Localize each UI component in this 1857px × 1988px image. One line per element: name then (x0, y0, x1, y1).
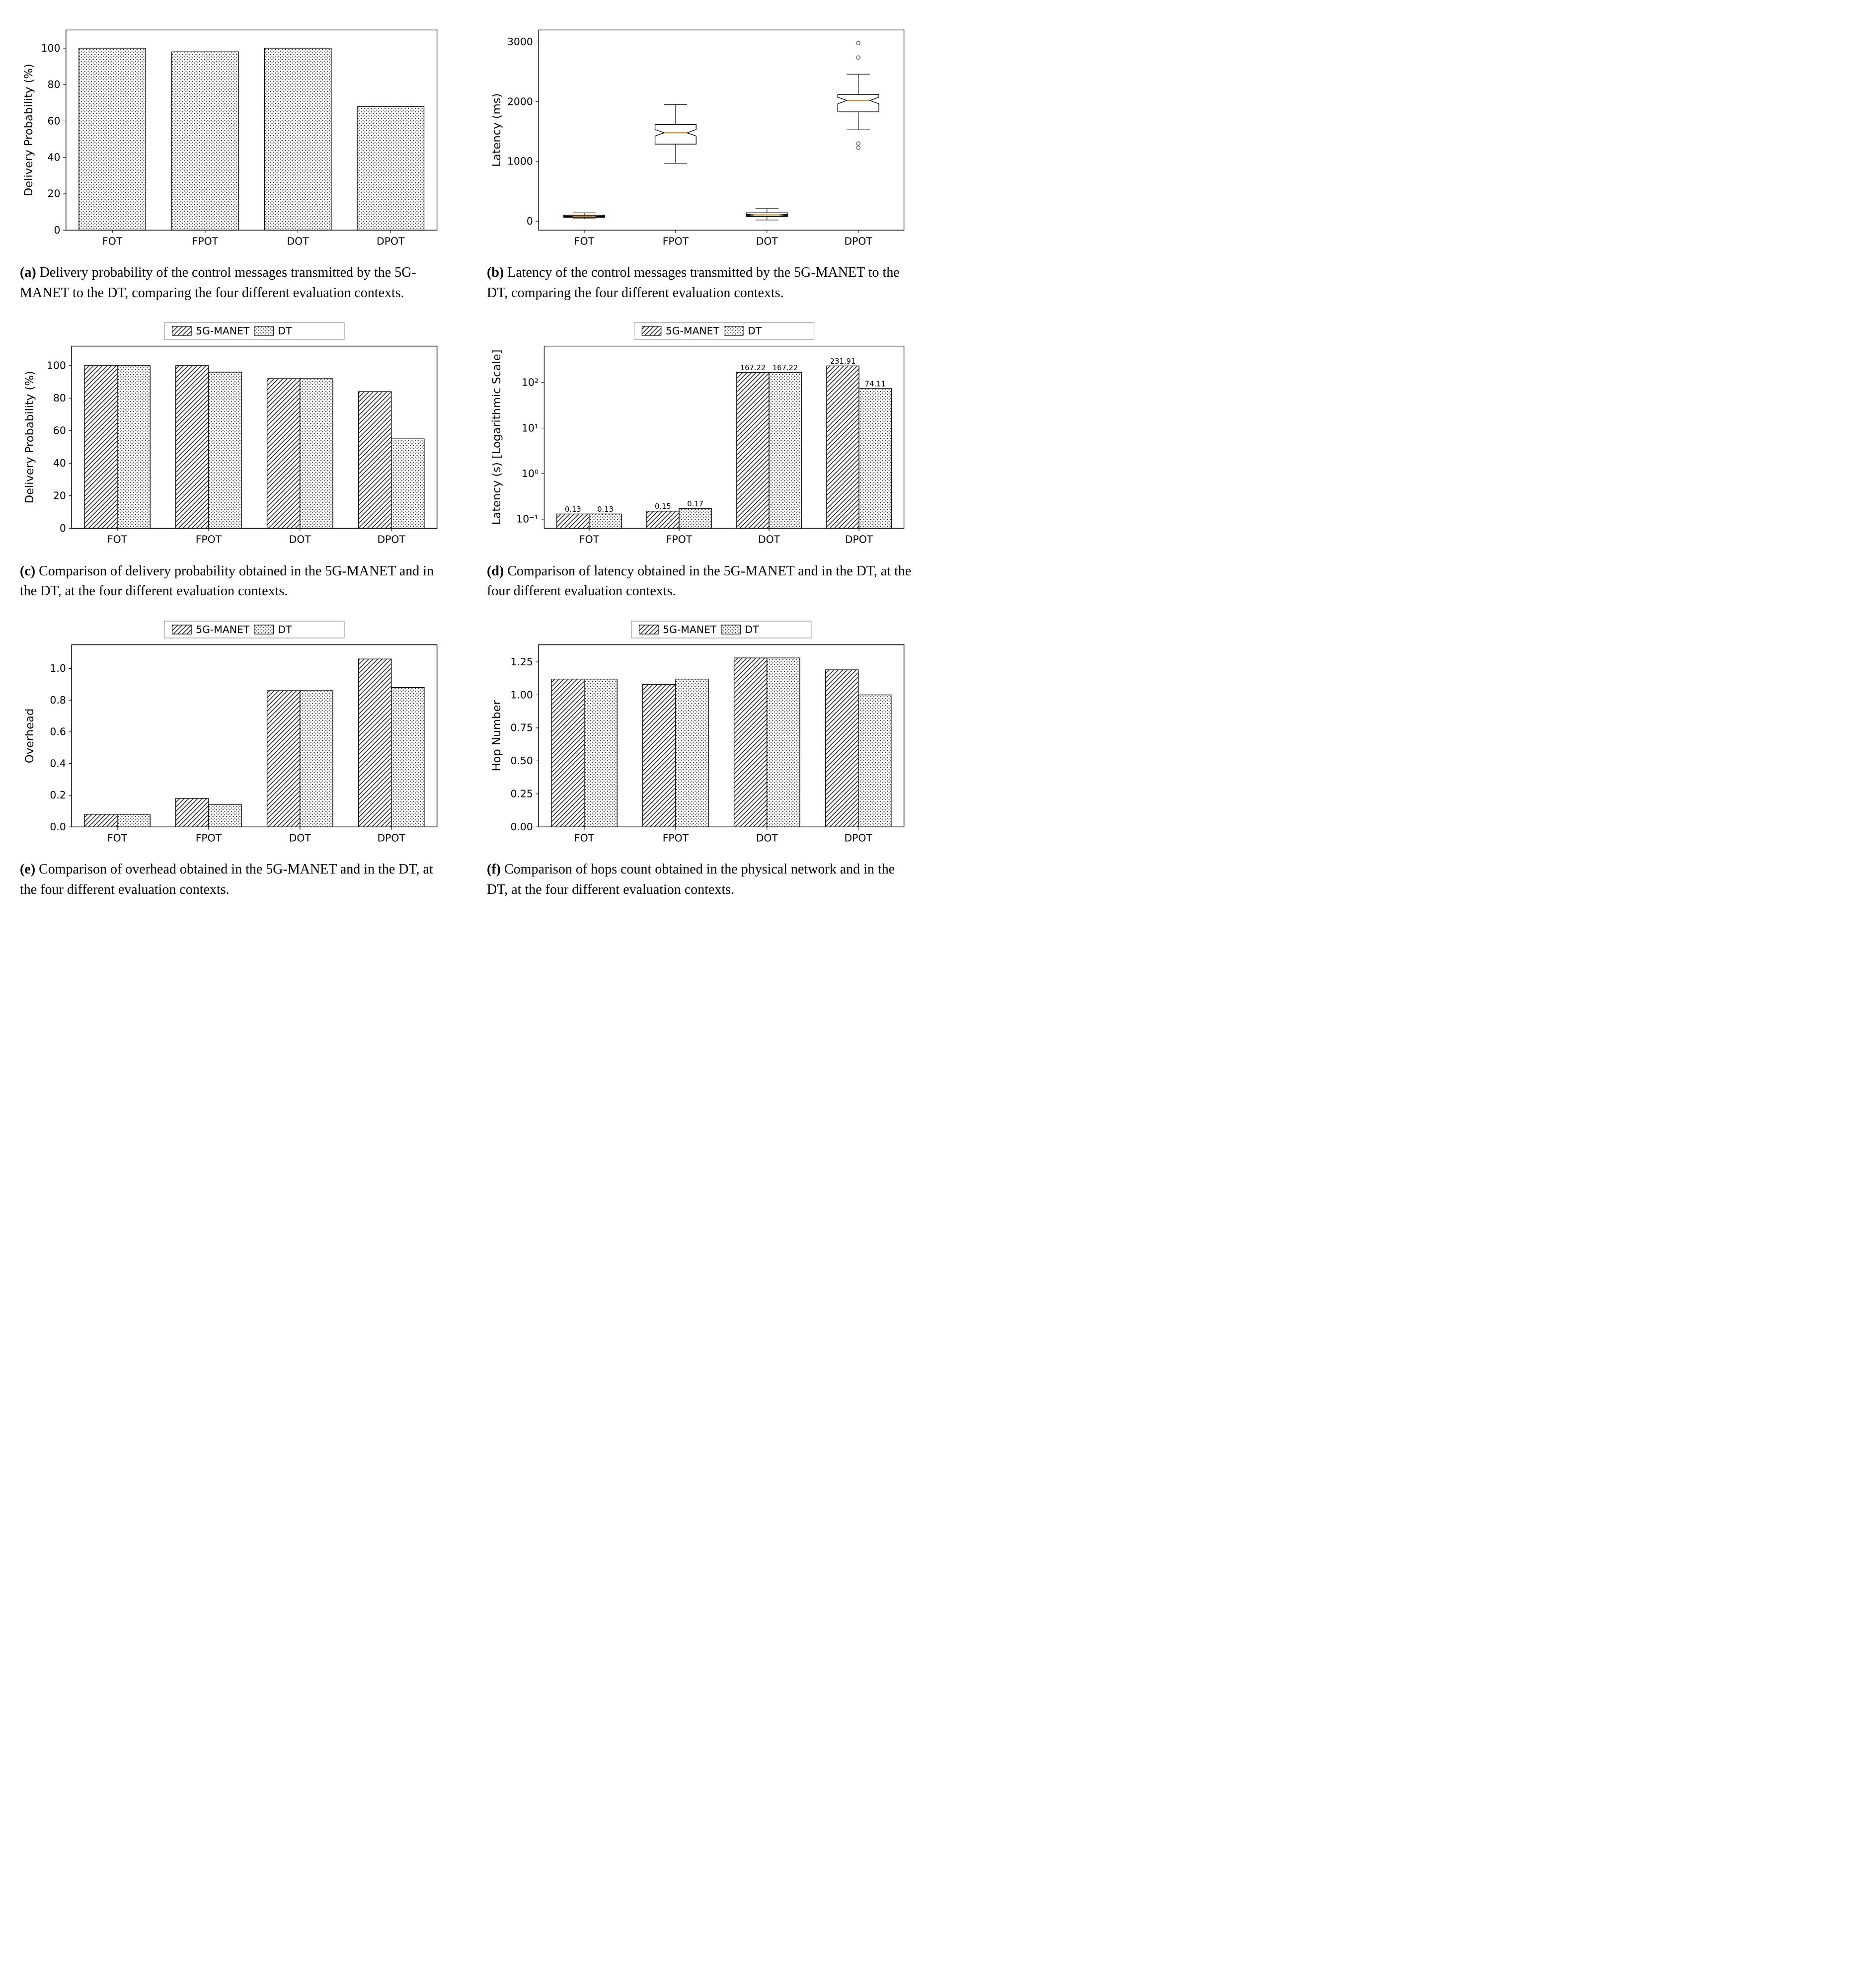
svg-text:Latency (ms): Latency (ms) (490, 93, 503, 167)
chart-e: 0.0 0.2 0.4 0.6 0.8 1.0 Overhead FOT FPOT DOT DPOT… (20, 617, 447, 853)
svg-text:FPOT: FPOT (196, 534, 222, 546)
svg-text:60: 60 (48, 115, 61, 127)
svg-text:DPOT: DPOT (844, 236, 872, 247)
caption-a: (a) Delivery probability of the control … (20, 263, 447, 303)
svg-text:0.13: 0.13 (565, 505, 581, 514)
svg-text:FOT: FOT (574, 832, 595, 844)
panel-b: 0100020003000Latency (ms)FOTFPOTDOTDPOT … (487, 20, 914, 303)
svg-text:5G-MANET: 5G-MANET (666, 325, 720, 337)
svg-text:Delivery Probability (%): Delivery Probability (%) (23, 371, 36, 504)
caption-f: (f) Comparison of hops count obtained in… (487, 860, 914, 900)
svg-text:DPOT: DPOT (377, 832, 405, 844)
svg-text:DPOT: DPOT (845, 534, 873, 546)
svg-text:DT: DT (745, 624, 759, 636)
svg-text:0.6: 0.6 (50, 726, 66, 738)
svg-text:FOT: FOT (107, 534, 128, 546)
caption-c: (c) Comparison of delivery probability o… (20, 561, 447, 602)
svg-text:20: 20 (48, 188, 61, 200)
chart-f: 0.00 0.25 0.50 0.75 1.00 1.25 Hop Number FOT FPO… (487, 617, 914, 853)
svg-text:74.11: 74.11 (865, 380, 886, 389)
svg-text:DT: DT (278, 624, 292, 636)
svg-text:0: 0 (60, 522, 66, 534)
svg-text:5G-MANET: 5G-MANET (196, 325, 250, 337)
svg-text:Latency (s) [Logarithmic Scale: Latency (s) [Logarithmic Scale] (490, 350, 503, 525)
svg-text:167.22: 167.22 (773, 364, 798, 372)
svg-text:Delivery Probability (%): Delivery Probability (%) (22, 64, 35, 196)
svg-text:80: 80 (53, 393, 66, 404)
svg-text:0.2: 0.2 (50, 789, 66, 801)
svg-text:5G-MANET: 5G-MANET (196, 624, 250, 636)
svg-text:Overhead: Overhead (23, 709, 36, 764)
svg-text:DOT: DOT (289, 832, 311, 844)
chart-d: 10⁻¹ 10⁰ 10¹ 10² Latency (s) [Logarithmic Sc… (487, 318, 914, 554)
svg-text:10¹: 10¹ (522, 422, 539, 434)
panel-a: 0 20 40 60 80 100 Delivery Probability (%) FOT F… (20, 20, 447, 303)
svg-text:FPOT: FPOT (192, 236, 219, 247)
svg-text:40: 40 (48, 152, 61, 163)
svg-text:0.25: 0.25 (510, 788, 533, 799)
svg-text:0: 0 (527, 215, 533, 227)
svg-text:0.13: 0.13 (597, 505, 614, 514)
svg-text:231.91: 231.91 (830, 357, 855, 366)
svg-text:100: 100 (41, 42, 61, 54)
svg-text:0.75: 0.75 (510, 722, 533, 734)
svg-text:FPOT: FPOT (196, 832, 222, 844)
svg-text:Hop Number: Hop Number (490, 700, 503, 771)
panel-c: 0 20 40 60 80 100 Delivery Probability (%) FOT F… (20, 318, 447, 601)
svg-text:3000: 3000 (507, 36, 533, 48)
svg-text:1000: 1000 (507, 156, 533, 167)
svg-text:0.0: 0.0 (50, 821, 66, 833)
svg-text:1.25: 1.25 (510, 656, 533, 668)
caption-d: (d) Comparison of latency obtained in th… (487, 561, 914, 602)
svg-text:FPOT: FPOT (663, 236, 689, 247)
svg-text:0.15: 0.15 (655, 503, 671, 511)
svg-text:10⁻¹: 10⁻¹ (516, 513, 539, 525)
svg-text:DT: DT (748, 325, 762, 337)
svg-text:2000: 2000 (507, 95, 533, 107)
svg-text:10²: 10² (522, 377, 539, 389)
svg-text:DOT: DOT (756, 236, 778, 247)
svg-text:0.8: 0.8 (50, 694, 66, 706)
svg-text:60: 60 (53, 425, 66, 437)
chart-b: 0 1000 2000 3000 Latency (ms) FOT FPOT DOT DPOT (487, 20, 914, 256)
svg-text:FOT: FOT (107, 832, 128, 844)
svg-text:DOT: DOT (289, 534, 311, 546)
svg-text:80: 80 (48, 79, 61, 90)
panel-e: 0.0 0.2 0.4 0.6 0.8 1.0 Overhead FOT FPOT DOT DPOT… (20, 617, 447, 900)
panel-d: 10⁻¹ 10⁰ 10¹ 10² Latency (s) [Logarithmic Sc… (487, 318, 914, 601)
svg-text:100: 100 (47, 360, 66, 372)
svg-text:1.0: 1.0 (50, 662, 66, 674)
svg-text:DOT: DOT (758, 534, 780, 546)
svg-text:0.17: 0.17 (687, 500, 703, 509)
svg-text:0.4: 0.4 (50, 757, 66, 769)
svg-text:10⁰: 10⁰ (522, 468, 539, 479)
svg-text:0.50: 0.50 (510, 755, 533, 767)
svg-text:DPOT: DPOT (377, 534, 405, 546)
svg-text:5G-MANET: 5G-MANET (663, 624, 717, 636)
svg-text:0: 0 (54, 224, 61, 236)
svg-text:FPOT: FPOT (663, 832, 689, 844)
svg-text:20: 20 (53, 490, 66, 502)
svg-text:0.00: 0.00 (510, 821, 533, 833)
svg-text:DPOT: DPOT (844, 832, 872, 844)
svg-text:1.00: 1.00 (510, 689, 533, 701)
svg-text:167.22: 167.22 (740, 364, 766, 372)
svg-text:FOT: FOT (102, 236, 123, 247)
svg-text:DOT: DOT (756, 832, 778, 844)
svg-text:FOT: FOT (574, 236, 595, 247)
svg-text:40: 40 (53, 457, 66, 469)
svg-text:DPOT: DPOT (377, 236, 405, 247)
caption-b: (b) Latency of the control messages tran… (487, 263, 914, 303)
svg-text:FPOT: FPOT (666, 534, 693, 546)
chart-a: 0 20 40 60 80 100 Delivery Probability (%) FOT F… (20, 20, 447, 256)
caption-e: (e) Comparison of overhead obtained in t… (20, 860, 447, 900)
chart-c: 0 20 40 60 80 100 Delivery Probability (%) FOT F… (20, 318, 447, 554)
figure-grid: 0 20 40 60 80 100 Delivery Probability (%) FOT F… (20, 20, 914, 900)
panel-f: 0.00 0.25 0.50 0.75 1.00 1.25 Hop Number FOT FPO… (487, 617, 914, 900)
svg-text:DT: DT (278, 325, 292, 337)
svg-text:FOT: FOT (579, 534, 600, 546)
svg-text:DOT: DOT (287, 236, 309, 247)
